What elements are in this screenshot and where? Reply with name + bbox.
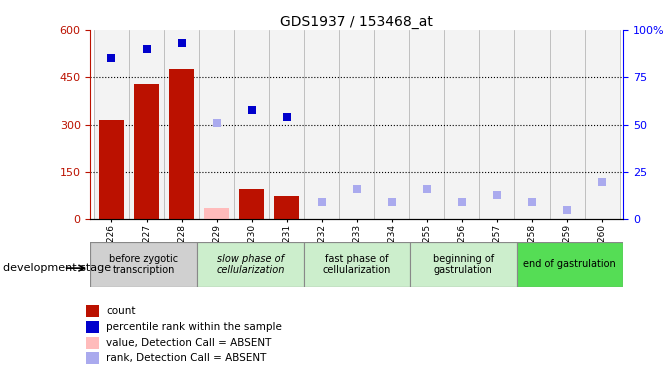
- Text: before zygotic
transcription: before zygotic transcription: [109, 254, 178, 275]
- Point: [281, 114, 292, 120]
- Point: [527, 200, 537, 206]
- Point: [316, 200, 327, 206]
- Point: [106, 56, 117, 62]
- Bar: [170, 69, 194, 219]
- Point: [176, 40, 187, 46]
- Point: [492, 192, 502, 198]
- Bar: [375, 30, 409, 219]
- Text: rank, Detection Call = ABSENT: rank, Detection Call = ABSENT: [107, 353, 267, 363]
- Text: fast phase of
cellularization: fast phase of cellularization: [322, 254, 391, 275]
- Bar: [90, 242, 197, 287]
- Bar: [86, 321, 99, 333]
- Bar: [409, 30, 444, 219]
- Point: [351, 186, 362, 192]
- Bar: [517, 242, 623, 287]
- Text: count: count: [107, 306, 136, 316]
- Point: [387, 200, 397, 206]
- Point: [247, 106, 257, 112]
- Text: slow phase of
cellularization: slow phase of cellularization: [216, 254, 285, 275]
- Bar: [234, 30, 269, 219]
- Bar: [86, 337, 99, 349]
- Text: value, Detection Call = ABSENT: value, Detection Call = ABSENT: [107, 338, 272, 348]
- Bar: [269, 30, 304, 219]
- Point: [561, 207, 572, 213]
- Bar: [275, 196, 299, 219]
- Bar: [515, 30, 549, 219]
- Bar: [584, 30, 620, 219]
- Point: [141, 46, 152, 52]
- Bar: [480, 30, 515, 219]
- Point: [456, 200, 467, 206]
- Bar: [94, 30, 129, 219]
- Bar: [549, 30, 584, 219]
- Title: GDS1937 / 153468_at: GDS1937 / 153468_at: [280, 15, 433, 29]
- Point: [597, 178, 608, 184]
- Bar: [239, 189, 264, 219]
- Bar: [199, 30, 234, 219]
- Bar: [86, 352, 99, 364]
- Bar: [304, 30, 339, 219]
- Bar: [99, 120, 124, 219]
- Bar: [410, 242, 517, 287]
- Point: [211, 120, 222, 126]
- Bar: [204, 209, 229, 219]
- Bar: [304, 242, 410, 287]
- Bar: [134, 84, 159, 219]
- Text: development stage: development stage: [3, 263, 111, 273]
- Bar: [197, 242, 304, 287]
- Bar: [129, 30, 164, 219]
- Bar: [164, 30, 199, 219]
- Bar: [444, 30, 480, 219]
- Text: beginning of
gastrulation: beginning of gastrulation: [433, 254, 494, 275]
- Text: end of gastrulation: end of gastrulation: [523, 260, 616, 269]
- Bar: [86, 305, 99, 317]
- Bar: [339, 30, 375, 219]
- Point: [421, 186, 432, 192]
- Text: percentile rank within the sample: percentile rank within the sample: [107, 322, 282, 332]
